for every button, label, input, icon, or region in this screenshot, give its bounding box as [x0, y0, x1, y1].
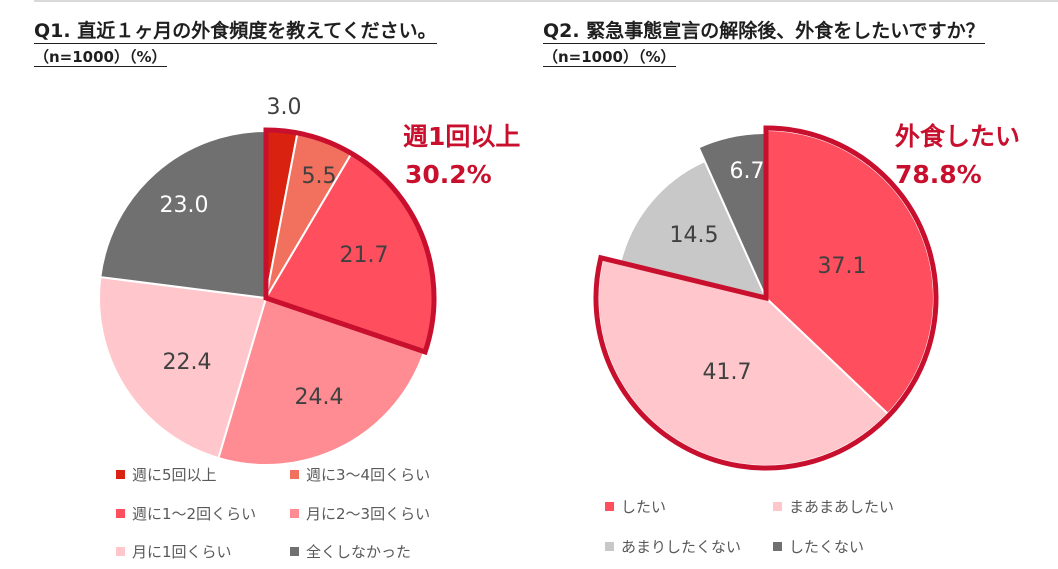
legend-item: あまりしたくない: [605, 538, 741, 556]
legend-item: したい: [605, 498, 666, 516]
legend-swatch: [605, 502, 614, 511]
legend-item: 週に1〜2回くらい: [116, 505, 256, 523]
q2-title: Q2. 緊急事態宣言の解除後、外食をしたいですか？: [543, 20, 985, 44]
top-rule: [34, 0, 1058, 2]
data-label: 5.5: [302, 164, 337, 189]
legend-label: 週に1〜2回くらい: [132, 505, 257, 523]
q1-pie: 3.0 5.5 21.7 24.4 22.4 23.0: [98, 95, 437, 466]
data-label: 3.0: [267, 95, 302, 120]
pie-slice: [98, 275, 268, 460]
data-label: 23.0: [160, 193, 209, 218]
legend-label: あまりしたくない: [621, 538, 742, 556]
legend-item: 週に5回以上: [116, 466, 217, 484]
highlight-outline: [593, 125, 939, 471]
legend-swatch: [116, 470, 125, 479]
data-label: 22.4: [163, 350, 212, 375]
legend-swatch: [116, 509, 125, 518]
legend-swatch: [116, 547, 125, 556]
legend-label: 週に3〜4回くらい: [306, 466, 431, 484]
q2-callout-label: 外食したい: [895, 122, 1020, 151]
q1-title: Q1. 直近１ヶ月の外食頻度を教えてください。: [34, 20, 437, 44]
legend-label: 全くしなかった: [306, 543, 412, 561]
q1-subtitle: （n=1000）（%）: [34, 48, 167, 67]
legend-swatch: [773, 542, 782, 551]
pie-slice: [619, 159, 768, 300]
legend-label: まあまあしたい: [789, 498, 895, 516]
legend-label: したい: [621, 498, 667, 516]
data-label: 24.4: [295, 385, 344, 410]
legend-label: 月に2〜3回くらい: [306, 505, 431, 523]
legend-swatch: [605, 542, 614, 551]
q1-callout-label: 週1回以上: [403, 122, 520, 151]
legend-item: 全くしなかった: [290, 543, 411, 561]
legend-item: 月に2〜3回くらい: [290, 505, 430, 523]
q2-subtitle: （n=1000）（%）: [543, 48, 676, 67]
legend-label: 月に1回くらい: [132, 543, 232, 561]
data-label: 41.7: [703, 360, 752, 385]
legend-swatch: [290, 547, 299, 556]
pie-slice: [217, 296, 426, 466]
legend-label: 週に5回以上: [132, 466, 217, 484]
q2-callout-value: 78.8%: [895, 160, 982, 189]
data-label: 37.1: [818, 254, 867, 279]
pie-slice: [99, 129, 267, 300]
legend-item: 週に3〜4回くらい: [290, 466, 430, 484]
data-label: 14.5: [670, 223, 719, 248]
legend-item: まあまあしたい: [773, 498, 894, 516]
legend-swatch: [290, 509, 299, 518]
legend-swatch: [290, 470, 299, 479]
q2-pie: 37.1 41.7 14.5 6.7: [593, 125, 939, 471]
legend-label: したくない: [789, 538, 865, 556]
legend-swatch: [773, 502, 782, 511]
highlight-outline: [263, 127, 437, 356]
data-label: 21.7: [340, 243, 389, 268]
data-label: 6.7: [730, 159, 765, 184]
legend-item: 月に1回くらい: [116, 543, 232, 561]
legend-item: したくない: [773, 538, 864, 556]
q1-callout-value: 30.2%: [405, 160, 492, 189]
